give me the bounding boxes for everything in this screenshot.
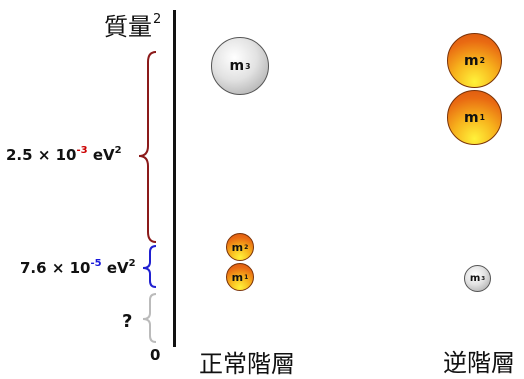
- y-axis-title: 質量2: [104, 6, 161, 41]
- normal-m1-index: 1: [244, 273, 249, 281]
- normal-m3-letter: m: [229, 58, 245, 74]
- large-gap-mantissa: 2.5: [6, 146, 33, 164]
- axis-zero-label: 0: [150, 346, 161, 364]
- small-gap-exponent: -5: [90, 258, 102, 269]
- large-gap-unit-power: 2: [114, 145, 122, 156]
- small-gap-unit: eV: [106, 259, 129, 277]
- mass-axis-line: [173, 10, 176, 347]
- inverted-m3-letter: m: [469, 273, 481, 284]
- inverted-m1-letter: m: [464, 109, 479, 126]
- inverted-m2-letter: m: [464, 52, 479, 69]
- unknown-lightest-mass-label: ?: [122, 311, 133, 332]
- normal-m3-index: 3: [245, 61, 251, 71]
- small-gap-unit-power: 2: [128, 258, 136, 269]
- solar-splitting-label: 7.6 × 10-5 eV2: [20, 258, 136, 277]
- small-gap-base: 10: [69, 259, 91, 277]
- large-gap-brace: [138, 51, 157, 243]
- normal-m2-index: 2: [244, 243, 249, 251]
- normal-m2-letter: m: [231, 240, 244, 254]
- unknown-gap-brace: [142, 293, 157, 343]
- inverted-ordering-title: 逆階層: [443, 349, 515, 377]
- large-gap-unit: eV: [92, 146, 115, 164]
- small-gap-brace: [142, 245, 157, 288]
- y-axis-title-text: 質量: [104, 13, 152, 41]
- inverted-m2-index: 2: [479, 56, 485, 65]
- normal-ordering-title: 正常階層: [199, 350, 295, 378]
- large-gap-base: 10: [55, 146, 77, 164]
- y-axis-title-power: 2: [153, 12, 162, 27]
- inverted-m3-index: 3: [481, 275, 486, 282]
- small-gap-times: ×: [51, 259, 65, 277]
- small-gap-mantissa: 7.6: [20, 259, 47, 277]
- atmospheric-splitting-label: 2.5 × 10-3 eV2: [6, 145, 122, 164]
- large-gap-exponent: -3: [76, 145, 88, 156]
- large-gap-times: ×: [37, 146, 51, 164]
- normal-m1-letter: m: [231, 270, 244, 284]
- inverted-m1-index: 1: [479, 113, 485, 122]
